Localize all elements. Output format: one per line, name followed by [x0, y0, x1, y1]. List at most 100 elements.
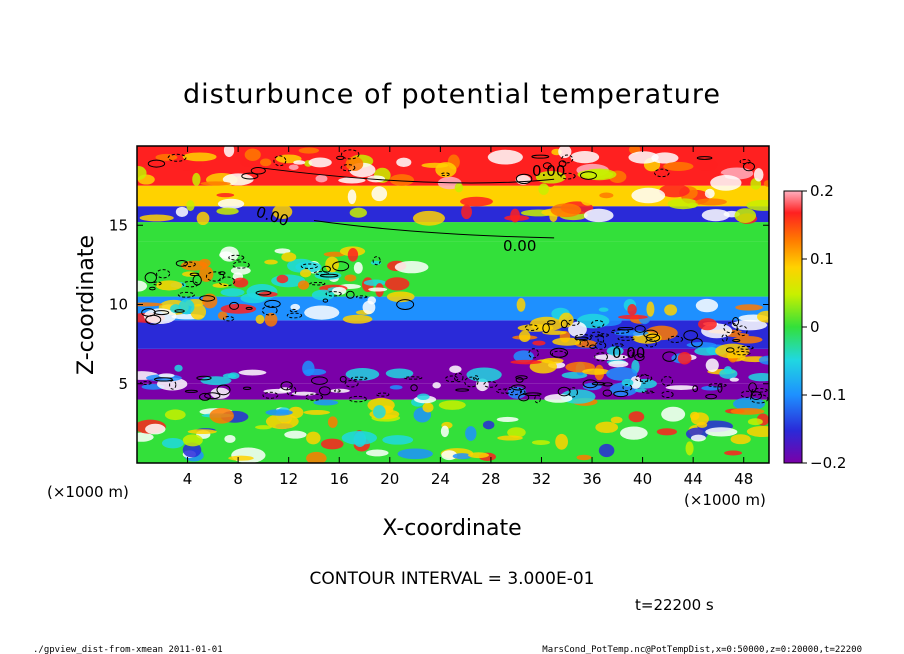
x-tick-label: 36: [582, 470, 601, 488]
contour-line: [196, 375, 212, 381]
field-blob: [452, 453, 472, 460]
field-blob: [209, 408, 234, 424]
field-blob: [255, 425, 272, 430]
field-blob: [627, 303, 637, 316]
field-blob: [758, 355, 769, 365]
contour-interval-text: CONTOUR INTERVAL = 3.000E-01: [310, 569, 595, 589]
contour-line: [547, 320, 556, 325]
contour-line: [348, 395, 368, 403]
field-blob: [583, 208, 614, 223]
field-blob: [265, 409, 293, 416]
field-blob: [394, 260, 429, 274]
field-blob: [576, 454, 592, 461]
field-blob: [288, 406, 304, 419]
field-blob: [306, 451, 327, 463]
contour-line: [242, 386, 252, 390]
field-blob: [222, 373, 237, 379]
contour-line: [156, 269, 171, 279]
field-blob: [695, 158, 718, 172]
field-blob: [199, 266, 214, 282]
field-blob: [510, 359, 542, 365]
contour-line: [305, 393, 324, 401]
contour-line: [542, 323, 550, 334]
contour-line: [440, 172, 450, 177]
field-blob: [628, 411, 645, 423]
field-blob: [705, 427, 738, 437]
field-blob: [417, 393, 430, 401]
field-blob: [454, 182, 464, 193]
field-blob: [244, 148, 261, 161]
field-blob: [510, 208, 520, 223]
y-unit-label: (×1000 m): [684, 491, 766, 509]
field-blob: [325, 256, 339, 273]
contour-line: [737, 345, 754, 350]
contour-line: [286, 312, 303, 319]
contour-line: [561, 154, 574, 164]
contour-line: [692, 385, 699, 393]
field-blob: [187, 429, 217, 435]
field-blob: [487, 149, 523, 165]
field-blob: [175, 206, 189, 217]
field-blob: [344, 274, 357, 282]
field-blob: [365, 449, 389, 457]
contour-line: [218, 276, 236, 287]
colorbar-tick-label: 0.2: [810, 182, 834, 200]
field-blob: [274, 248, 291, 254]
field-blob: [396, 157, 412, 168]
x-tick-label: 12: [279, 470, 298, 488]
field-blob: [449, 365, 462, 374]
contour-line: [590, 331, 603, 338]
contour-line: [319, 273, 339, 278]
field-blob: [272, 204, 293, 220]
field-blob: [308, 157, 332, 168]
field-blob: [747, 418, 763, 426]
contour-line: [579, 339, 589, 348]
colorbar-tick-label: −0.1: [810, 386, 846, 404]
contour-line: [255, 290, 272, 296]
colorbar-ticks: 0.2 0.1 0 −0.1 −0.2: [802, 182, 846, 472]
contour-line: [627, 350, 634, 357]
field-blob: [496, 416, 519, 423]
field-blob: [320, 438, 344, 450]
contour-line: [204, 392, 221, 400]
color-band: [137, 296, 769, 321]
contour-label: 0.00: [612, 344, 645, 362]
contour-line: [750, 391, 762, 401]
field-blob: [281, 252, 297, 262]
contour-line: [174, 309, 185, 313]
contour-line: [177, 291, 195, 298]
contour-line: [733, 351, 751, 356]
contour-line: [289, 308, 298, 313]
field-blob: [558, 146, 572, 159]
contour-line: [192, 274, 202, 286]
field-blob: [582, 368, 610, 375]
contour-line: [641, 390, 655, 394]
contour-line: [613, 390, 629, 398]
contour-labels: 0.00 0.00 0.00 0.00: [254, 162, 646, 362]
field-blob: [690, 434, 706, 442]
colorbar: 0.2 0.1 0 −0.1 −0.2: [783, 182, 846, 472]
contour-line: [184, 389, 198, 393]
contour-line: [662, 351, 677, 362]
contour-line: [250, 167, 266, 175]
field-blob: [216, 192, 235, 198]
contour-line: [750, 394, 769, 404]
contour-line: [557, 386, 571, 397]
field-blob: [210, 387, 230, 399]
field-blob: [313, 399, 339, 406]
field-blob: [265, 413, 299, 430]
contour-line: [245, 306, 253, 310]
field-blob: [618, 314, 648, 320]
field-blob: [570, 150, 600, 164]
contour-line: [634, 353, 645, 362]
contour-line: [518, 393, 530, 402]
field-blob: [327, 416, 338, 428]
field-blob: [731, 319, 768, 331]
footer-left: ./gpview_dist-from-xmean 2011-01-01: [33, 645, 223, 654]
field-blob: [695, 298, 719, 313]
field-blob: [734, 208, 757, 223]
field-blob: [497, 435, 523, 441]
contour-lines: [140, 149, 769, 404]
field-blob: [139, 214, 174, 222]
